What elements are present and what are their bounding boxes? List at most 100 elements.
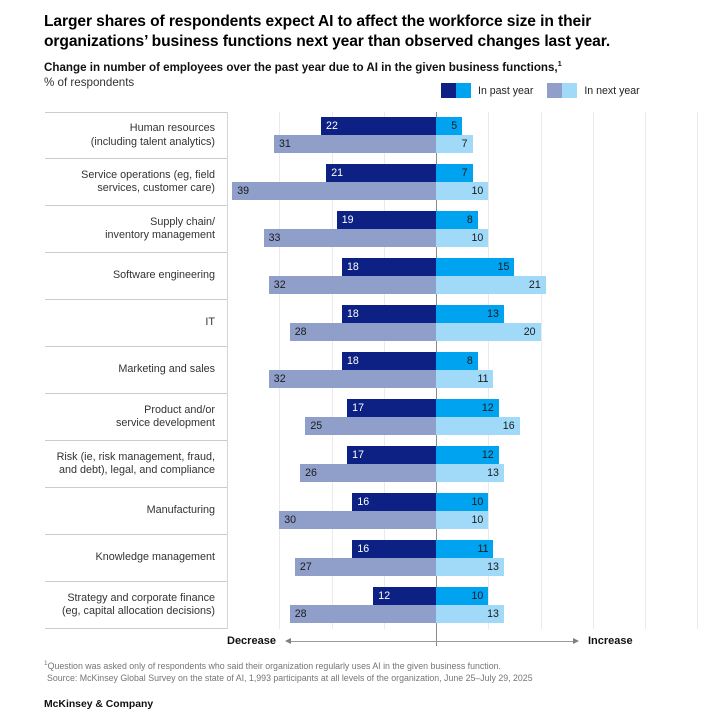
bar-past-decrease: 19	[336, 211, 436, 229]
bar-past-increase: 15	[436, 258, 515, 276]
row-bars: 18 13 28 20	[227, 300, 700, 347]
footnote-question: 1Question was asked only of respondents …	[44, 660, 533, 673]
row-bars: 22 5 31 7	[227, 112, 700, 159]
category-label: Marketing and sales	[45, 347, 227, 394]
bar-past-increase: 8	[436, 211, 478, 229]
value-label: 16	[502, 420, 515, 432]
value-label: 39	[237, 185, 250, 197]
bar-past-increase: 13	[436, 305, 504, 323]
gridline	[592, 112, 594, 629]
chart-row: Strategy and corporate finance (eg, capit…	[45, 582, 700, 629]
legend-swatch-icon	[547, 83, 578, 98]
bar-past-decrease: 16	[352, 493, 436, 511]
value-label: 12	[481, 402, 494, 414]
footnote-superscript: 1	[44, 660, 48, 668]
chart-row: Service operations (eg, field services, c…	[45, 159, 700, 206]
bar-next-decrease: 27	[294, 558, 436, 576]
row-bars: 18 8 32 11	[227, 347, 700, 394]
subtitle-question: Change in number of employees over the p…	[44, 59, 562, 76]
gridline	[227, 112, 228, 629]
footnotes: 1Question was asked only of respondents …	[44, 660, 533, 684]
category-label: Knowledge management	[45, 535, 227, 582]
title-line-1: Larger shares of respondents expect AI t…	[44, 13, 592, 30]
row-bars: 17 12 25 16	[227, 394, 700, 441]
value-label: 10	[471, 232, 484, 244]
bar-past-decrease: 18	[341, 258, 436, 276]
bar-next-increase: 13	[436, 464, 504, 482]
row-bars: 16 10 30 10	[227, 488, 700, 535]
row-bars: 12 10 28 13	[227, 582, 700, 629]
decrease-label: Decrease	[227, 635, 276, 647]
bar-next-decrease: 25	[305, 417, 436, 435]
bar-next-decrease: 33	[263, 229, 436, 247]
category-label: Risk (ie, risk management, fraud, and deb…	[45, 441, 227, 488]
value-label: 7	[461, 167, 468, 179]
value-label: 13	[487, 561, 499, 573]
value-label: 27	[299, 561, 312, 573]
value-label: 30	[284, 514, 297, 526]
row-bars: 21 7 39 10	[227, 159, 700, 206]
category-label: Software engineering	[45, 253, 227, 300]
footnote-source: Source: McKinsey Global Survey on the st…	[47, 672, 533, 683]
bar-past-decrease: 22	[321, 117, 436, 135]
bar-next-increase: 16	[436, 417, 520, 435]
value-label: 11	[477, 543, 489, 555]
value-label: 33	[268, 232, 281, 244]
bar-next-decrease: 39	[232, 182, 436, 200]
chart-row: IT 18 13 28 20	[45, 300, 700, 347]
chart-row: Manufacturing 16 10 30 10	[45, 488, 700, 535]
bar-next-decrease: 28	[289, 323, 436, 341]
bar-past-decrease: 17	[347, 399, 436, 417]
chart-row: Software engineering 18 15 32 21	[45, 253, 700, 300]
value-label: 28	[294, 608, 307, 620]
chart-row: Marketing and sales 18 8 32 11	[45, 347, 700, 394]
value-label: 32	[273, 279, 286, 291]
legend-swatch-icon	[441, 83, 471, 98]
value-label: 11	[477, 373, 489, 385]
category-label: Supply chain/inventory management	[45, 206, 227, 253]
bar-past-decrease: 18	[341, 305, 436, 323]
value-label: 19	[341, 214, 354, 226]
bar-past-increase: 12	[436, 399, 499, 417]
gridline	[697, 112, 699, 629]
value-label: 10	[471, 514, 484, 526]
bar-past-decrease: 12	[373, 587, 436, 605]
chart-row: Product and/or service development 17 12 25 1…	[45, 394, 700, 441]
subtitle-superscript: 1	[557, 59, 562, 69]
bar-next-increase: 7	[436, 135, 473, 153]
chart-row: Risk (ie, risk management, fraud, and deb…	[45, 441, 700, 488]
value-label: 15	[497, 261, 510, 273]
direction-arrow	[284, 638, 579, 644]
legend-swatch-color	[456, 83, 471, 98]
legend-item: In next year	[547, 83, 640, 98]
chart-row: Human resources (including talent analyti…	[45, 112, 700, 159]
category-label: Strategy and corporate finance (eg, capit…	[45, 582, 227, 629]
bar-past-decrease: 16	[352, 540, 436, 558]
value-label: 18	[346, 308, 359, 320]
value-label: 10	[471, 496, 484, 508]
bar-next-decrease: 26	[300, 464, 436, 482]
value-label: 7	[461, 138, 468, 150]
bar-next-increase: 20	[436, 323, 541, 341]
row-bars: 16 11 27 13	[227, 535, 700, 582]
legend-swatch-color	[547, 83, 563, 98]
bar-next-increase: 21	[436, 276, 546, 294]
value-label: 10	[471, 590, 484, 602]
bar-past-increase: 10	[436, 493, 489, 511]
bar-next-increase: 10	[436, 182, 489, 200]
chart-rows: Human resources (including talent analyti…	[45, 112, 700, 629]
bar-past-increase: 12	[436, 446, 499, 464]
bar-next-increase: 13	[436, 605, 504, 623]
bar-past-increase: 10	[436, 587, 489, 605]
bar-past-increase: 7	[436, 164, 473, 182]
bar-past-increase: 11	[436, 540, 494, 558]
bar-next-decrease: 31	[274, 135, 436, 153]
bar-next-increase: 13	[436, 558, 504, 576]
bar-next-decrease: 28	[289, 605, 436, 623]
value-label: 13	[487, 308, 499, 320]
value-label: 17	[352, 402, 364, 414]
value-label: 22	[326, 120, 338, 132]
chart-title: Larger shares of respondents expect AI t…	[44, 12, 610, 52]
bar-next-increase: 10	[436, 229, 489, 247]
